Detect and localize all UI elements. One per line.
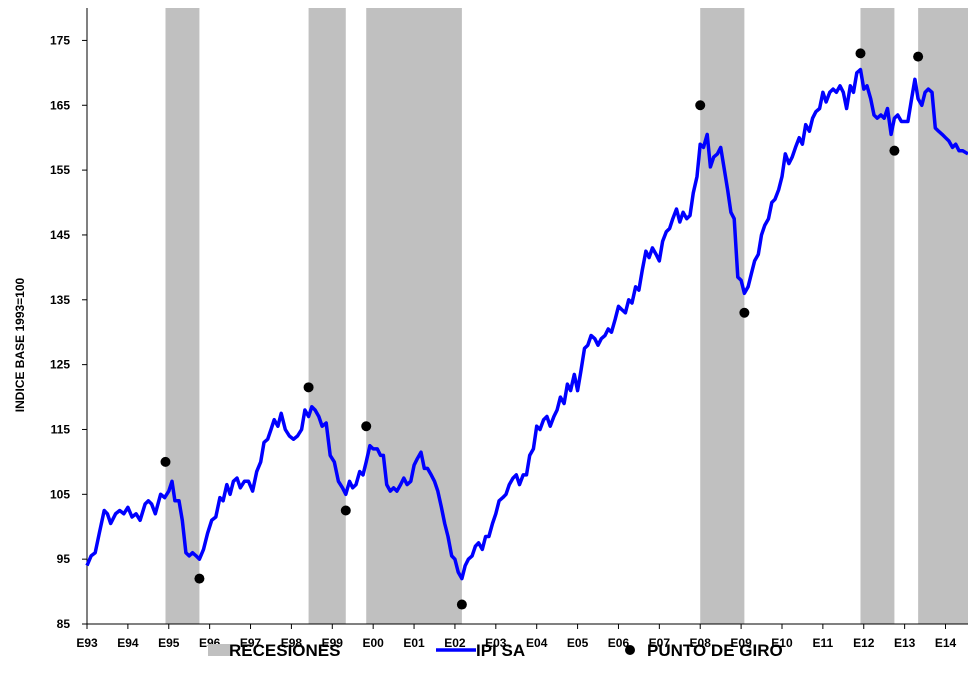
y-tick-labels: 85 95 105 115 125 135 145 155 165 175: [50, 33, 70, 631]
x-tick-label: E11: [813, 636, 834, 650]
x-tick-label: E97: [240, 636, 262, 650]
y-tick-label: 95: [57, 552, 71, 566]
x-tick-label: E01: [403, 636, 425, 650]
legend: RECESIONES IPI SA PUNTO DE GIRO: [208, 641, 783, 660]
y-tick-label: 135: [50, 293, 70, 307]
recession-band-6: [918, 8, 968, 624]
y-tick-label: 105: [50, 487, 70, 501]
axes: [82, 8, 968, 629]
turning-point-2: [194, 573, 205, 584]
turning-point-5: [361, 421, 372, 432]
x-tick-label: E09: [730, 636, 752, 650]
recession-band-2: [308, 8, 346, 624]
turning-point-1: [160, 456, 171, 467]
y-axis-label: INDICE BASE 1993=100: [13, 277, 27, 412]
turning-point-9: [855, 48, 866, 59]
x-tick-label: E98: [281, 636, 303, 650]
x-tick-label: E07: [649, 636, 671, 650]
x-tick-label: E00: [362, 636, 384, 650]
turning-point-3: [303, 382, 314, 393]
turning-point-7: [695, 100, 706, 111]
y-tick-label: 165: [50, 98, 70, 112]
y-tick-label: 145: [50, 228, 70, 242]
x-tick-label: E94: [117, 636, 139, 650]
turning-points: [160, 48, 924, 610]
x-tick-label: E10: [771, 636, 793, 650]
series-line-ipi-sa: [85, 67, 968, 581]
turning-point-4: [340, 505, 351, 516]
ipi-series: [85, 67, 968, 581]
turning-point-11: [913, 51, 924, 62]
x-tick-label: E02: [444, 636, 466, 650]
recession-bands: [165, 8, 968, 624]
x-tick-label: E95: [158, 636, 180, 650]
turning-point-10: [889, 145, 900, 156]
x-tick-label: E12: [853, 636, 875, 650]
x-tick-label: E04: [526, 636, 548, 650]
y-tick-label: 125: [50, 358, 70, 372]
turning-point-8: [739, 307, 750, 318]
y-tick-label: 175: [50, 33, 70, 47]
x-tick-label: E06: [608, 636, 630, 650]
legend-label-ipi-sa: IPI SA: [476, 641, 525, 660]
legend-band-swatch: [208, 644, 230, 656]
y-tick-label: 115: [51, 422, 71, 436]
x-tick-label: E03: [485, 636, 507, 650]
recession-band-5: [860, 8, 895, 624]
x-tick-label: E99: [322, 636, 344, 650]
x-tick-label: E93: [76, 636, 98, 650]
y-tick-label: 85: [57, 617, 71, 631]
legend-label-recesiones: RECESIONES: [229, 641, 340, 660]
x-tick-labels: E93 E94 E95 E96 E97 E98 E99 E00 E01 E02 E03 E04 E05 E…: [76, 636, 956, 650]
legend-label-punto-de-giro: PUNTO DE GIRO: [647, 641, 783, 660]
recession-band-4: [700, 8, 745, 624]
turning-point-6: [456, 599, 467, 610]
x-tick-label: E14: [935, 636, 957, 650]
x-tick-label: E13: [894, 636, 916, 650]
legend-marker-swatch: [625, 645, 635, 655]
x-tick-label: E08: [690, 636, 712, 650]
y-tick-label: 155: [50, 163, 70, 177]
x-tick-label: E05: [567, 636, 589, 650]
